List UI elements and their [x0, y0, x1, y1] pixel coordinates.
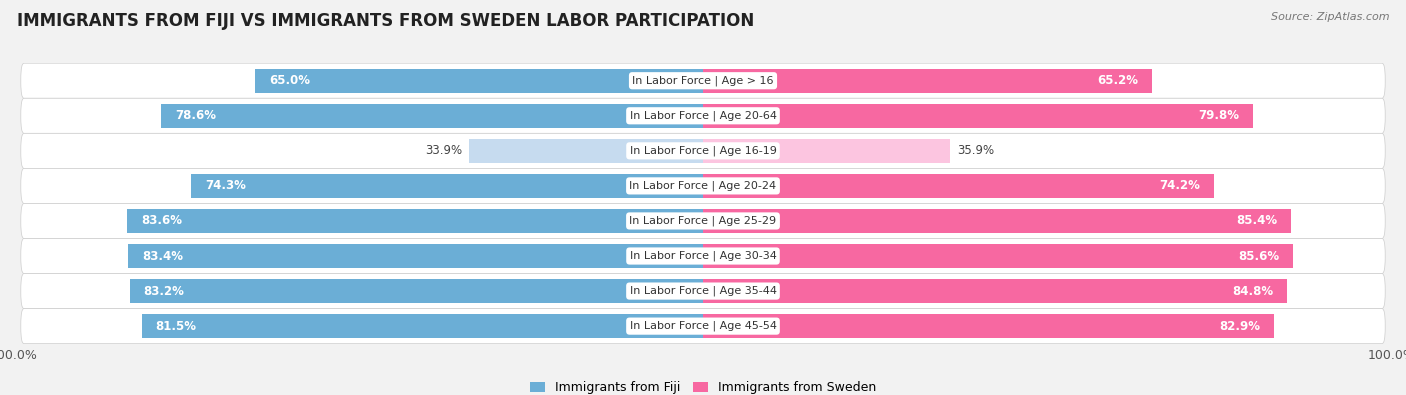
Text: Source: ZipAtlas.com: Source: ZipAtlas.com — [1271, 12, 1389, 22]
Text: In Labor Force | Age 45-54: In Labor Force | Age 45-54 — [630, 321, 776, 331]
Text: In Labor Force | Age 20-24: In Labor Force | Age 20-24 — [630, 181, 776, 191]
Text: 74.2%: 74.2% — [1160, 179, 1201, 192]
Bar — [129, 279, 703, 303]
Text: In Labor Force | Age 25-29: In Labor Force | Age 25-29 — [630, 216, 776, 226]
Bar — [703, 104, 1253, 128]
Text: 82.9%: 82.9% — [1219, 320, 1260, 333]
Text: 85.4%: 85.4% — [1236, 214, 1278, 228]
Text: IMMIGRANTS FROM FIJI VS IMMIGRANTS FROM SWEDEN LABOR PARTICIPATION: IMMIGRANTS FROM FIJI VS IMMIGRANTS FROM … — [17, 12, 754, 30]
Text: 79.8%: 79.8% — [1198, 109, 1239, 122]
FancyBboxPatch shape — [21, 308, 1385, 344]
Text: In Labor Force | Age > 16: In Labor Force | Age > 16 — [633, 75, 773, 86]
Text: 83.4%: 83.4% — [142, 250, 183, 263]
Text: In Labor Force | Age 30-34: In Labor Force | Age 30-34 — [630, 251, 776, 261]
FancyBboxPatch shape — [21, 134, 1385, 168]
Text: 83.6%: 83.6% — [141, 214, 181, 228]
Text: 35.9%: 35.9% — [957, 144, 994, 157]
FancyBboxPatch shape — [21, 98, 1385, 134]
Bar — [127, 209, 703, 233]
Text: 74.3%: 74.3% — [205, 179, 246, 192]
Text: 65.2%: 65.2% — [1098, 74, 1139, 87]
Text: 78.6%: 78.6% — [176, 109, 217, 122]
Text: 81.5%: 81.5% — [155, 320, 197, 333]
Bar — [703, 209, 1291, 233]
Text: 85.6%: 85.6% — [1237, 250, 1279, 263]
Text: 33.9%: 33.9% — [426, 144, 463, 157]
Bar — [470, 139, 703, 163]
Bar — [703, 244, 1292, 268]
FancyBboxPatch shape — [21, 239, 1385, 273]
Text: 65.0%: 65.0% — [269, 74, 309, 87]
Bar — [703, 139, 950, 163]
Bar — [703, 279, 1288, 303]
Text: In Labor Force | Age 35-44: In Labor Force | Age 35-44 — [630, 286, 776, 296]
Bar — [703, 69, 1152, 93]
Bar — [703, 314, 1274, 338]
Bar — [142, 314, 703, 338]
Bar — [254, 69, 703, 93]
Text: 83.2%: 83.2% — [143, 284, 184, 297]
Bar — [162, 104, 703, 128]
FancyBboxPatch shape — [21, 203, 1385, 239]
FancyBboxPatch shape — [21, 273, 1385, 308]
Bar — [703, 174, 1215, 198]
Text: In Labor Force | Age 20-64: In Labor Force | Age 20-64 — [630, 111, 776, 121]
Bar — [191, 174, 703, 198]
Text: 84.8%: 84.8% — [1232, 284, 1274, 297]
Bar — [128, 244, 703, 268]
Legend: Immigrants from Fiji, Immigrants from Sweden: Immigrants from Fiji, Immigrants from Sw… — [524, 376, 882, 395]
Text: In Labor Force | Age 16-19: In Labor Force | Age 16-19 — [630, 146, 776, 156]
FancyBboxPatch shape — [21, 63, 1385, 98]
FancyBboxPatch shape — [21, 168, 1385, 203]
